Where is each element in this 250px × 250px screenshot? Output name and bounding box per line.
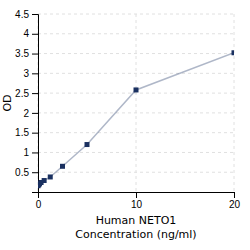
tick-mark — [32, 172, 38, 173]
tick: 20 — [229, 192, 241, 210]
y-axis: 0.5 1 1.5 2 2.5 3 3.5 4 4.5 — [15, 9, 38, 193]
marker — [232, 50, 235, 55]
marks — [38, 50, 234, 188]
tick-label: 1 — [23, 147, 29, 158]
tick-label: 4 — [23, 28, 29, 39]
marker — [85, 142, 90, 147]
chart: 0 10 20 0.5 1 1.5 2 2.5 3 3.5 4 4.5 Human NETO1Conce… — [0, 0, 250, 250]
tick: 2 — [23, 108, 38, 119]
axis-line — [39, 193, 235, 199]
tick-label: 0 — [36, 199, 42, 210]
tick-label: 4.5 — [15, 9, 29, 20]
tick: 0 — [36, 192, 42, 210]
x-axis-title: Concentration (ng/ml) — [75, 228, 196, 241]
tick-label: 2 — [23, 108, 29, 119]
tick-mark — [32, 34, 38, 35]
marker — [60, 164, 65, 169]
grid-line — [38, 53, 234, 54]
grid — [38, 14, 234, 192]
tick: 3.5 — [15, 48, 38, 59]
tick: 0.5 — [15, 167, 38, 178]
x-axis: 0 10 20 — [36, 192, 241, 210]
tick-label: 10 — [131, 199, 143, 210]
tick: 4.5 — [15, 9, 38, 20]
x-axis-title: Human NETO1 — [96, 214, 177, 227]
tick-label: 0.5 — [15, 167, 29, 178]
tick-label: 3 — [23, 68, 29, 79]
tick-mark — [32, 152, 38, 153]
y-axis-title: OD — [1, 94, 14, 111]
grid-line — [234, 14, 235, 192]
tick-mark — [32, 113, 38, 114]
marker — [134, 87, 139, 92]
tick: 10 — [131, 192, 143, 210]
axis-line — [32, 15, 39, 193]
tick-label: 1.5 — [15, 127, 29, 138]
tick-mark — [32, 73, 38, 74]
tick-mark — [32, 93, 38, 94]
tick: 1 — [23, 147, 38, 158]
grid-line — [38, 73, 234, 74]
grid-line — [136, 14, 137, 192]
tick-label: 3.5 — [15, 48, 29, 59]
tick-label: 2.5 — [15, 88, 29, 99]
line — [38, 53, 234, 186]
tick: 1.5 — [15, 127, 38, 138]
tick-mark — [136, 192, 137, 198]
tick-label: 20 — [229, 199, 241, 210]
tick: 3 — [23, 68, 38, 79]
tick-mark — [32, 133, 38, 134]
marker — [42, 178, 47, 183]
tick: 4 — [23, 28, 38, 39]
plot: 0 10 20 0.5 1 1.5 2 2.5 3 3.5 4 4.5 — [15, 9, 240, 210]
tick-mark — [32, 14, 38, 15]
tick-mark — [234, 192, 235, 198]
marker — [48, 174, 53, 179]
grid-line — [38, 132, 234, 133]
tick-mark — [32, 54, 38, 55]
tick: 2.5 — [15, 88, 38, 99]
